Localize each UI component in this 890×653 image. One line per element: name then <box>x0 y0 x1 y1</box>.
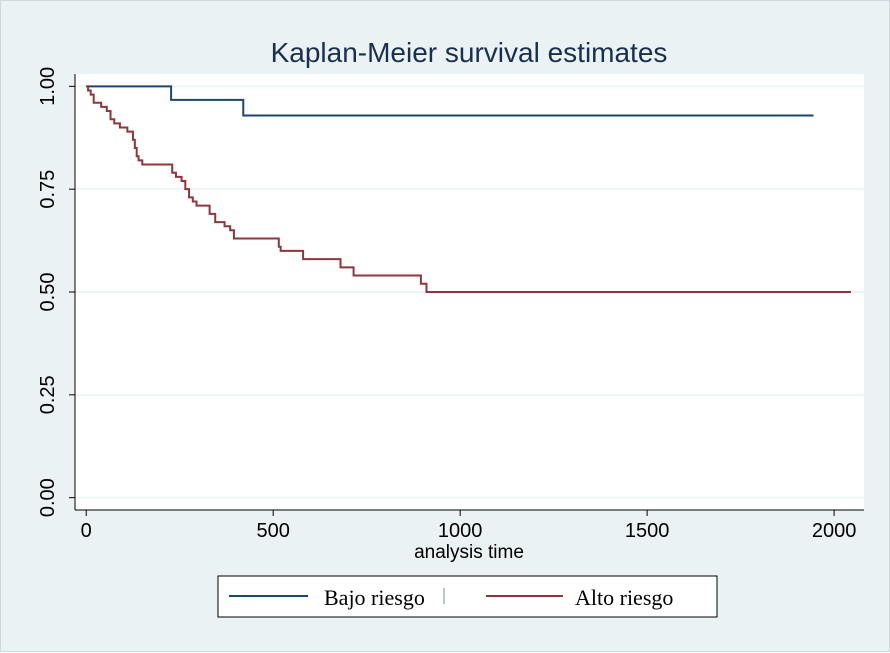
legend-label-1: Bajo riesgo <box>324 585 425 610</box>
series-line-1 <box>86 85 814 117</box>
x-tick-label: 0 <box>81 520 92 542</box>
x-tick-label: 1000 <box>438 520 483 542</box>
y-tick-label: 0.00 <box>37 478 59 517</box>
y-tick-label: 0.50 <box>37 273 59 312</box>
series-line-2 <box>86 85 851 293</box>
x-axis-title: analysis time <box>414 542 524 563</box>
y-tick-label: 1.00 <box>37 67 59 106</box>
x-tick-label: 500 <box>256 520 289 542</box>
x-tick-label: 1500 <box>625 520 670 542</box>
y-tick-label: 0.75 <box>37 170 59 209</box>
x-tick-label: 2000 <box>812 520 857 542</box>
y-tick-label: 0.25 <box>37 375 59 414</box>
ticks: 0.00 0.25 0.50 0.75 1.00 0 500 1000 1500 2000 <box>37 67 856 542</box>
series-layer <box>86 85 851 293</box>
chart-title: Kaplan-Meier survival estimates <box>271 37 668 68</box>
legend-label-2: Alto riesgo <box>575 585 673 610</box>
legend-items: Bajo riesgo Alto riesgo <box>229 585 673 610</box>
